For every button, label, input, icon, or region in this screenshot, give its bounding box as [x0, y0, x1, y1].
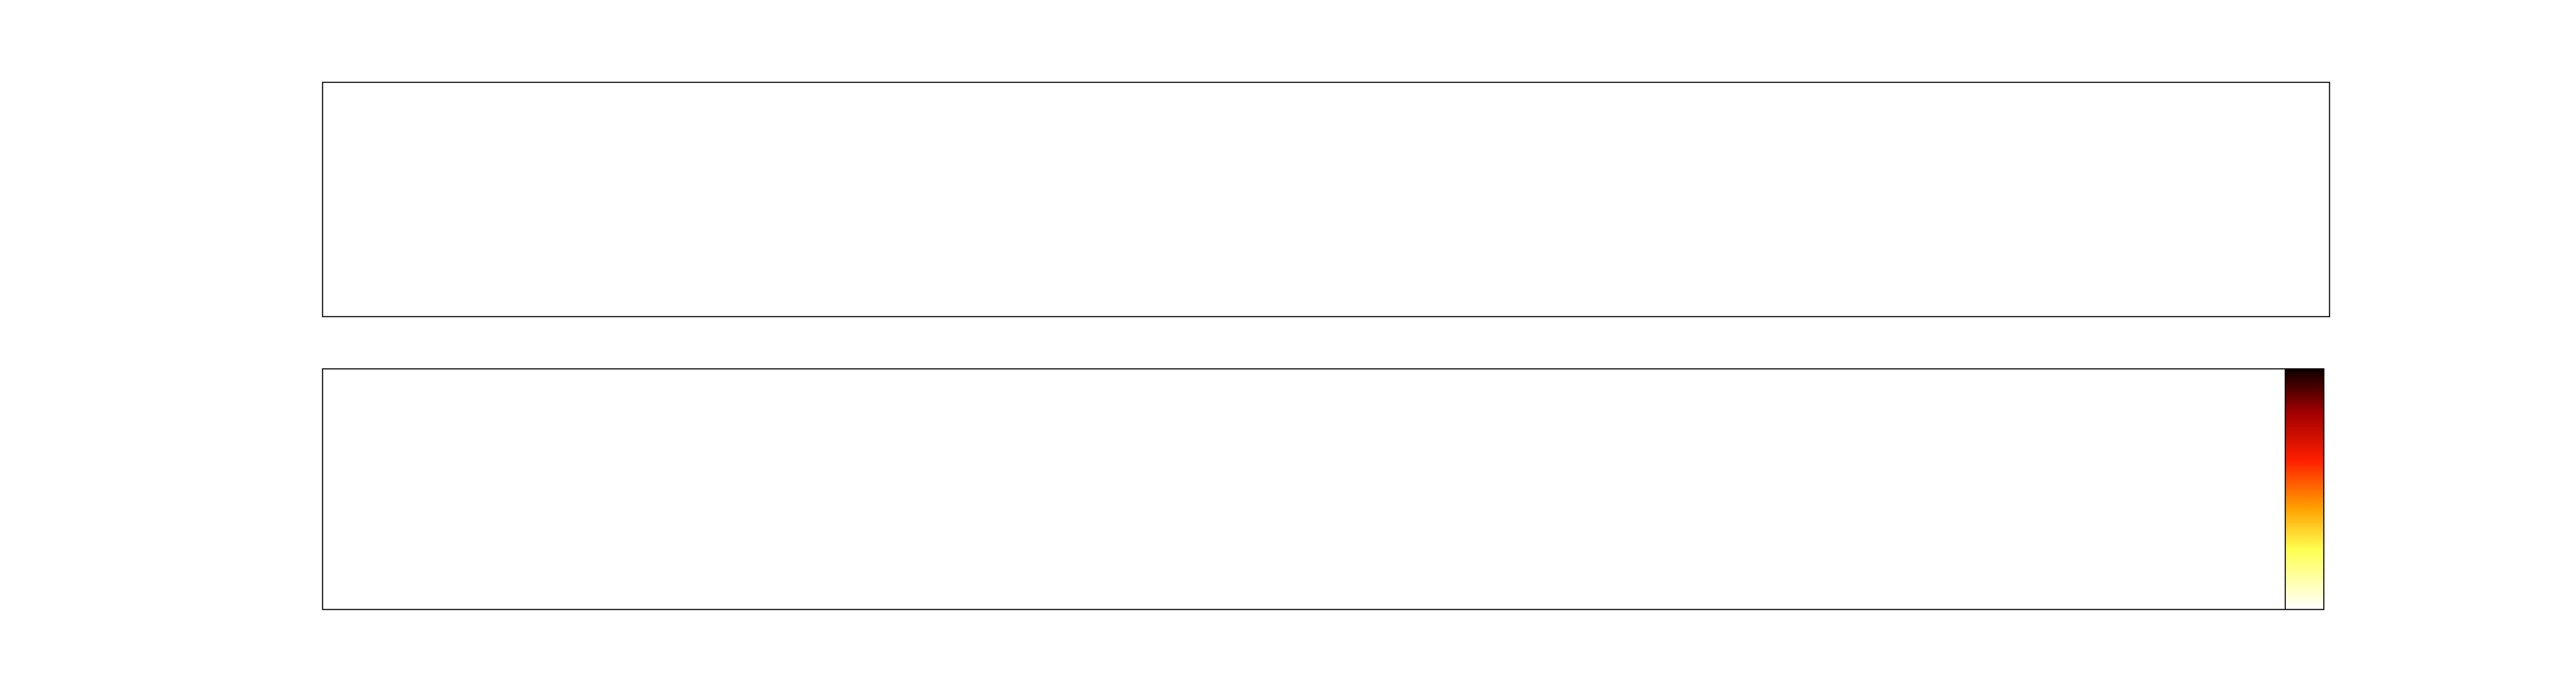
magnitude-axes-frame	[322, 82, 2330, 317]
colorbar-gradient	[2285, 368, 2324, 610]
depth-panel	[322, 368, 2286, 610]
magnitude-panel	[322, 82, 2330, 317]
colorbar	[2285, 368, 2324, 610]
depth-plot-area	[323, 369, 2285, 609]
magnitude-plot-area	[323, 82, 2330, 317]
